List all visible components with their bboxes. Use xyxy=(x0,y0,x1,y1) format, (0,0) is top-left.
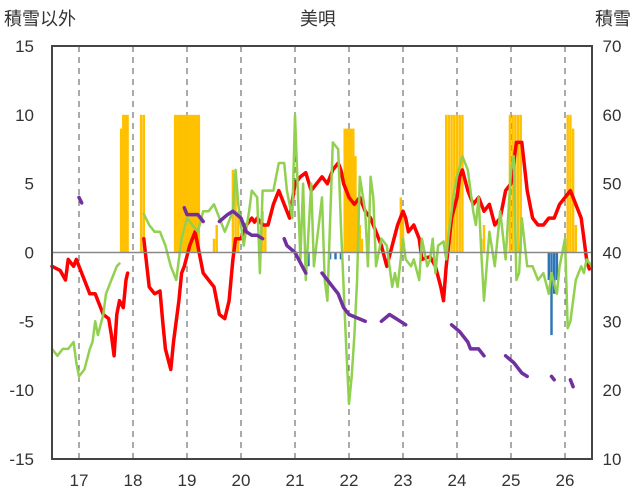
x-tick-label: 21 xyxy=(286,471,305,490)
bar xyxy=(566,114,569,253)
bar xyxy=(184,114,188,253)
bar xyxy=(453,114,456,253)
plot-frame xyxy=(51,45,593,460)
bar xyxy=(550,252,553,336)
bar xyxy=(126,114,129,253)
series-line-3 xyxy=(549,374,556,382)
bar xyxy=(193,114,196,253)
x-tick-label: 23 xyxy=(394,471,413,490)
bar xyxy=(139,114,143,253)
bar xyxy=(519,114,522,253)
bar xyxy=(339,252,343,260)
y-right-tick-label: 40 xyxy=(603,244,622,263)
series-line-3 xyxy=(217,209,265,241)
y-right-label: 積雪 xyxy=(595,9,631,29)
bar xyxy=(447,114,451,253)
x-tick-label: 22 xyxy=(340,471,359,490)
series-line-3 xyxy=(379,312,408,327)
y-left-label: 積雪以外 xyxy=(4,9,76,29)
bar xyxy=(124,114,127,253)
bar xyxy=(352,128,355,253)
bar xyxy=(237,211,240,253)
y-left-tick-label: 15 xyxy=(15,37,34,56)
series-line-2 xyxy=(50,262,121,378)
bar xyxy=(189,114,192,253)
series-line-3 xyxy=(77,195,84,205)
bar xyxy=(142,114,146,253)
bar xyxy=(176,114,179,253)
x-tick-label: 17 xyxy=(70,471,89,490)
x-tick-label: 20 xyxy=(232,471,251,490)
bar xyxy=(191,114,194,253)
series-line-3 xyxy=(282,236,308,275)
bar xyxy=(195,114,198,253)
x-tick-label: 26 xyxy=(556,471,575,490)
bar xyxy=(182,114,185,253)
bar xyxy=(197,114,201,253)
bar xyxy=(552,252,556,294)
bar xyxy=(358,224,362,253)
y-left-tick-label: -10 xyxy=(9,381,34,400)
x-tick-label: 19 xyxy=(178,471,197,490)
bar xyxy=(119,128,123,253)
bar xyxy=(455,114,459,253)
y-right-tick-label: 70 xyxy=(603,37,622,56)
bar xyxy=(450,114,453,253)
bar xyxy=(555,252,559,281)
y-left-tick-label: 10 xyxy=(15,106,34,125)
bar xyxy=(444,114,448,253)
lines-layer xyxy=(50,113,594,406)
bar xyxy=(516,114,520,253)
bar xyxy=(401,211,405,253)
bar xyxy=(574,224,578,253)
y-right-tick-label: 50 xyxy=(603,175,622,194)
bar xyxy=(547,252,551,281)
x-tick-label: 18 xyxy=(124,471,143,490)
y-left-tick-label: -15 xyxy=(9,450,34,469)
series-line-3 xyxy=(568,378,575,389)
series-line-3 xyxy=(320,271,367,324)
x-tick-label: 25 xyxy=(502,471,521,490)
y-right-tick-label: 30 xyxy=(603,312,622,331)
bar xyxy=(122,114,125,253)
bar xyxy=(347,128,351,253)
bar xyxy=(571,128,575,253)
bar xyxy=(569,114,572,253)
ticks-layer: 17 18 19 20 21 22 23 24 25 26 -15 -10 -5 0 5 10 15 10 20 30… xyxy=(9,37,621,490)
y-right-tick-label: 60 xyxy=(603,106,622,125)
series-line-3 xyxy=(503,354,529,379)
bar xyxy=(264,224,267,253)
y-right-tick-label: 10 xyxy=(603,450,622,469)
bar xyxy=(307,252,310,267)
bar xyxy=(215,224,218,253)
bar xyxy=(212,238,216,253)
bar xyxy=(234,183,237,253)
x-tick-label: 24 xyxy=(448,471,467,490)
y-right-tick-label: 20 xyxy=(603,381,622,400)
series-line-1 xyxy=(50,257,130,358)
bar xyxy=(334,252,337,260)
bar xyxy=(261,211,264,253)
bar xyxy=(461,114,464,253)
bar xyxy=(178,114,181,253)
y-left-tick-label: 0 xyxy=(25,244,34,263)
bar xyxy=(186,114,190,253)
chart-title: 美唄 xyxy=(300,9,336,29)
series-line-2 xyxy=(142,113,594,406)
bar xyxy=(349,128,353,253)
bar xyxy=(399,197,403,253)
series-line-3 xyxy=(182,206,205,224)
series-line-3 xyxy=(449,323,486,358)
bar xyxy=(173,114,177,253)
y-left-tick-label: -5 xyxy=(19,312,34,331)
bar xyxy=(180,114,183,253)
bar xyxy=(482,224,486,253)
bar xyxy=(360,238,364,253)
y-left-tick-label: 5 xyxy=(25,175,34,194)
